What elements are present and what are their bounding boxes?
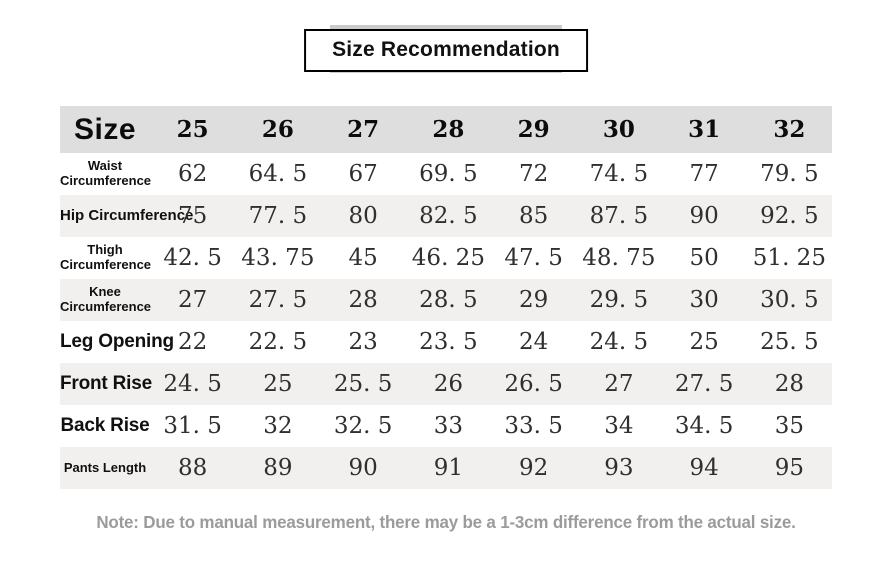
column-header: 29 (517, 116, 550, 143)
table-cell: 77 (689, 161, 719, 187)
row-label: Pants Length (63, 459, 147, 475)
table-cell: 47. 5 (504, 245, 563, 271)
table-cell: 25 (689, 329, 719, 355)
row-label: Front Rise (60, 373, 152, 395)
column-header: 28 (432, 116, 465, 143)
table-cell: 34 (604, 413, 634, 439)
table-cell: 33. 5 (504, 413, 563, 439)
table-cell: 23 (348, 329, 378, 355)
table-row: Back Rise 31. 5 32 32. 5 33 33. 5 34 34. 5 35 (60, 405, 832, 447)
column-header: 25 (176, 116, 209, 143)
table-cell: 87. 5 (589, 203, 649, 229)
table-row: Pants Length 88 89 90 91 92 93 94 95 (60, 447, 832, 489)
table-cell: 89 (263, 455, 293, 481)
table-cell: 26. 5 (504, 371, 563, 397)
table-cell: 32 (263, 413, 293, 439)
table-cell: 51. 25 (752, 245, 826, 271)
row-label: Leg Opening (60, 331, 174, 353)
table-cell: 25. 5 (333, 371, 393, 397)
table-cell: 48. 75 (582, 245, 656, 271)
table-cell: 29 (518, 287, 549, 313)
column-header: 27 (347, 116, 380, 143)
table-cell: 75 (177, 203, 208, 229)
table-cell: 30. 5 (760, 287, 819, 313)
table-cell: 62 (177, 161, 208, 187)
table-cell: 27. 5 (248, 287, 308, 313)
table-cell: 72 (518, 161, 549, 187)
note-text: Note: Due to manual measurement, there m… (96, 512, 796, 532)
title-shadow-top (330, 25, 562, 29)
table-cell: 27. 5 (674, 371, 734, 397)
table-cell: 45 (348, 245, 378, 271)
table-cell: 24 (518, 329, 549, 355)
table-cell: 77. 5 (248, 203, 308, 229)
size-corner-label: Size (73, 112, 137, 146)
table-cell: 23. 5 (419, 329, 478, 355)
table-cell: 28 (348, 287, 378, 313)
table-cell: 93 (604, 455, 634, 481)
table-row: Hip Circumference 75 77. 5 80 82. 5 85 87. 5 90… (60, 195, 832, 237)
table-row: Thigh Circumference 42. 5 43. 75 45 46. 25 47… (60, 237, 832, 279)
table-header-row: Size 25 26 27 28 29 30 31 32 (60, 106, 832, 153)
table-cell: 42. 5 (163, 245, 222, 271)
column-header: 26 (261, 116, 294, 143)
table-cell: 27 (604, 371, 634, 397)
table-row: Front Rise 24. 5 25 25. 5 26 26. 5 27 27. 5 28 (60, 363, 832, 405)
page-title: Size Recommendation (332, 38, 560, 61)
table-row: Leg Opening 22 22. 5 23 23. 5 24 24. 5 25 25. 5 (60, 321, 832, 363)
table-cell: 92 (518, 455, 549, 481)
table-cell: 64. 5 (248, 161, 308, 187)
table-cell: 34. 5 (674, 413, 734, 439)
table-cell: 82. 5 (419, 203, 478, 229)
row-label: Knee Circumference (60, 284, 152, 314)
table-cell: 90 (348, 455, 378, 481)
row-label: Hip Circumference (60, 207, 194, 225)
table-cell: 67 (348, 161, 378, 187)
column-header: 31 (688, 116, 721, 143)
table-cell: 22 (177, 329, 208, 355)
table-cell: 74. 5 (589, 161, 649, 187)
table-cell: 25. 5 (760, 329, 819, 355)
table-cell: 22. 5 (248, 329, 308, 355)
table-cell: 28 (774, 371, 805, 397)
title-box: Size Recommendation (304, 29, 588, 72)
table-cell: 28. 5 (419, 287, 478, 313)
table-cell: 80 (348, 203, 378, 229)
row-label: Back Rise (60, 415, 150, 437)
table-cell: 94 (689, 455, 719, 481)
table-cell: 43. 75 (241, 245, 315, 271)
row-label: Thigh Circumference (60, 242, 152, 272)
column-header: 30 (602, 116, 635, 143)
table-cell: 88 (177, 455, 208, 481)
table-row: Knee Circumference 27 27. 5 28 28. 5 29 29. 5 3… (60, 279, 832, 321)
table-cell: 50 (689, 245, 719, 271)
table-cell: 46. 25 (411, 245, 485, 271)
table-row: Waist Circumference 62 64. 5 67 69. 5 72 74. 5… (60, 153, 832, 195)
table-cell: 69. 5 (419, 161, 478, 187)
table-cell: 95 (774, 455, 805, 481)
table-cell: 92. 5 (760, 203, 819, 229)
table-cell: 24. 5 (589, 329, 649, 355)
table-cell: 29. 5 (589, 287, 649, 313)
table-cell: 79. 5 (760, 161, 819, 187)
table-cell: 24. 5 (163, 371, 222, 397)
table-cell: 32. 5 (333, 413, 393, 439)
table-cell: 31. 5 (163, 413, 222, 439)
table-cell: 25 (263, 371, 293, 397)
table-cell: 33 (433, 413, 464, 439)
table-cell: 30 (689, 287, 719, 313)
table-cell: 26 (433, 371, 464, 397)
table-cell: 35 (774, 413, 805, 439)
column-header: 32 (773, 116, 806, 143)
table-cell: 27 (177, 287, 208, 313)
size-table: Size 25 26 27 28 29 30 31 32 Waist Circumferenc… (60, 106, 832, 489)
table-cell: 90 (689, 203, 719, 229)
title-area: Size Recommendation (0, 0, 892, 80)
row-label: Waist Circumference (60, 158, 152, 188)
table-cell: 85 (518, 203, 549, 229)
table-cell: 91 (433, 455, 464, 481)
